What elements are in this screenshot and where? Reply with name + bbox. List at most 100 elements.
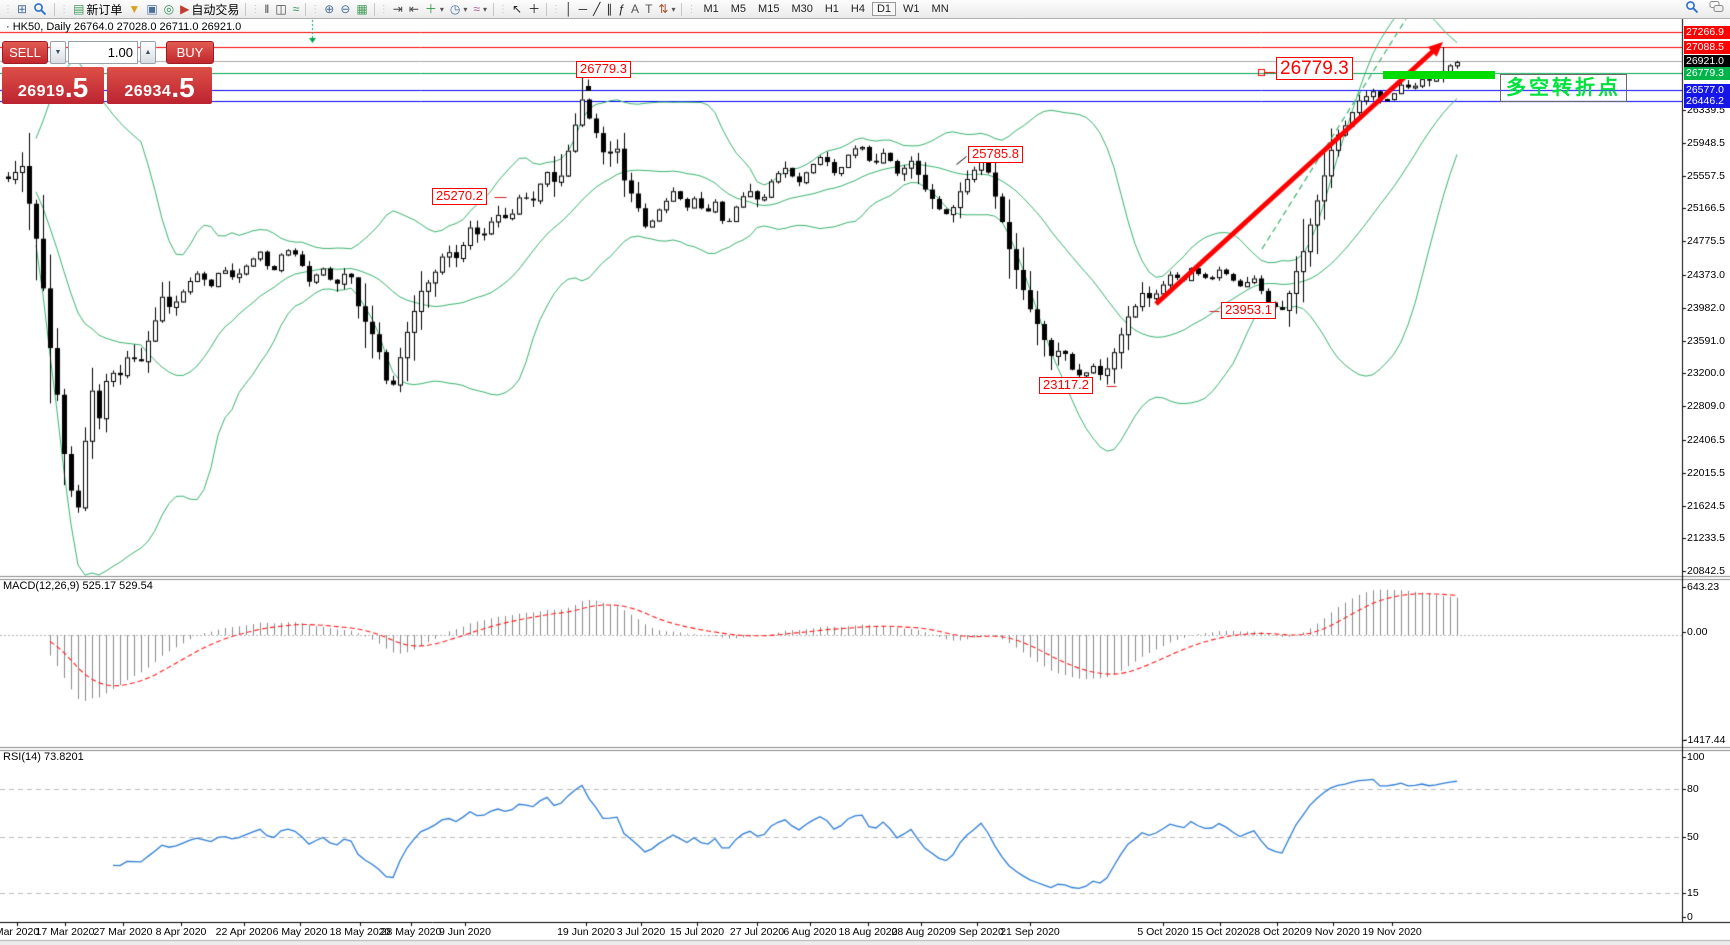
toolbar-separator bbox=[546, 2, 548, 16]
terminal-icon[interactable]: ▣ bbox=[143, 1, 160, 18]
add-chart-icon[interactable]: ＋ ▾ bbox=[422, 1, 447, 18]
buy-button[interactable]: BUY bbox=[166, 41, 214, 64]
buy-price[interactable]: 26934.5 bbox=[107, 67, 212, 104]
price-annotation[interactable]: 26779.3 bbox=[576, 61, 631, 78]
price-axis-tick: 22015.5 bbox=[1687, 466, 1725, 479]
vertical-line-icon[interactable]: │ bbox=[562, 1, 576, 18]
toolbar-right-icons bbox=[1685, 0, 1724, 19]
price-axis-tick: 23982.0 bbox=[1687, 301, 1725, 314]
date-axis-label: 28 May 2020 bbox=[380, 926, 442, 938]
lot-size-input[interactable] bbox=[68, 41, 138, 64]
period-icon[interactable]: ◷ ▾ bbox=[447, 1, 471, 18]
auto-trading-button-label: 自动交易 bbox=[191, 2, 240, 17]
horizontal-line-icon[interactable]: ─ bbox=[576, 1, 591, 18]
macd-axis-tick: 0.00 bbox=[1687, 626, 1708, 638]
timeframe-button-mn[interactable]: MN bbox=[931, 3, 949, 15]
crosshair-icon: ＋ bbox=[528, 2, 541, 16]
price-badge: 26446.2 bbox=[1684, 95, 1730, 108]
rsi-axis-tick: 0 bbox=[1687, 911, 1693, 923]
tile-windows-icon[interactable]: ▦ bbox=[353, 1, 370, 18]
timeframe-button-h1[interactable]: H1 bbox=[824, 3, 839, 15]
timeframe-button-d1[interactable]: D1 bbox=[871, 2, 897, 16]
channel-icon[interactable]: ∥ bbox=[603, 1, 615, 18]
lot-increase-button[interactable]: ▲ bbox=[140, 41, 156, 64]
date-axis-label: 9 Jun 2020 bbox=[439, 926, 491, 938]
indicators-icon[interactable]: ≈ ▾ bbox=[470, 1, 490, 18]
timeframe-button-m15[interactable]: M15 bbox=[758, 3, 780, 15]
trendline-icon: ╱ bbox=[593, 2, 601, 16]
text-icon[interactable]: A bbox=[628, 1, 642, 18]
price-badge: 27266.9 bbox=[1684, 26, 1730, 39]
bar-chart-icon[interactable]: ‖ bbox=[261, 1, 272, 18]
toolbar-grip: ⋮ bbox=[551, 3, 562, 15]
date-axis-label: 22 Apr 2020 bbox=[215, 926, 273, 938]
price-annotation[interactable]: 25785.8 bbox=[968, 146, 1023, 163]
timeframe-button-w1[interactable]: W1 bbox=[903, 3, 920, 15]
timeframe-button-h4[interactable]: H4 bbox=[850, 3, 865, 15]
crosshair-icon[interactable]: ＋ bbox=[525, 1, 543, 18]
timeframe-button-m1[interactable]: M1 bbox=[703, 3, 719, 15]
date-axis-label: 19 Jun 2020 bbox=[557, 926, 615, 938]
search-icon[interactable] bbox=[1685, 0, 1700, 19]
dropdown-caret-icon[interactable]: ▾ bbox=[463, 4, 468, 14]
toolbar-separator bbox=[681, 2, 683, 16]
cursor-icon[interactable]: ↖ bbox=[509, 1, 525, 18]
price-annotation[interactable]: 26779.3 bbox=[1276, 57, 1353, 81]
dropdown-caret-icon[interactable]: ▾ bbox=[671, 4, 676, 14]
zoom-out-icon: ⊖ bbox=[340, 2, 351, 16]
new-chart-icon: ⊞ bbox=[17, 2, 28, 16]
tile-windows-icon: ▦ bbox=[356, 2, 368, 16]
price-annotation[interactable]: 23953.1 bbox=[1221, 302, 1276, 319]
turning-point-label[interactable]: 多空转折点 bbox=[1500, 74, 1627, 102]
price-axis-tick: 21624.5 bbox=[1687, 499, 1725, 512]
new-order-button-label: 新订单 bbox=[86, 2, 123, 17]
sell-button[interactable]: SELL bbox=[2, 41, 48, 64]
dropdown-caret-icon[interactable]: ▾ bbox=[483, 4, 488, 14]
chart-preview-icon[interactable] bbox=[30, 1, 51, 18]
date-axis-label: 27 Mar 2020 bbox=[93, 926, 153, 938]
lot-decrease-button[interactable]: ▼ bbox=[50, 41, 66, 64]
rsi-axis-tick: 100 bbox=[1687, 751, 1705, 763]
trendline-icon[interactable]: ╱ bbox=[590, 1, 603, 18]
arrows-icon[interactable]: ⇅ ▾ bbox=[655, 1, 678, 18]
chart-shift-icon[interactable]: ⇤ bbox=[406, 1, 422, 18]
timeframe-button-m5[interactable]: M5 bbox=[730, 3, 747, 15]
line-chart-icon[interactable]: ≈ bbox=[290, 1, 303, 18]
one-click-trading-panel: SELL ▼ ▲ BUY 26919.5 26934.5 bbox=[2, 41, 216, 104]
date-axis-label: 18 Aug 2020 bbox=[838, 926, 898, 938]
zoom-out-icon[interactable]: ⊖ bbox=[337, 1, 353, 18]
dropdown-caret-icon[interactable]: ▾ bbox=[439, 4, 444, 14]
highlight-bar[interactable] bbox=[1383, 71, 1495, 79]
date-axis-label: 27 Jul 2020 bbox=[729, 926, 785, 938]
new-order-button[interactable]: ▤ 新订单 bbox=[70, 1, 125, 18]
history-center-icon: ▼ bbox=[128, 2, 141, 16]
auto-scroll-icon: ⇥ bbox=[392, 2, 403, 16]
bar-chart-icon: ‖ bbox=[264, 2, 270, 16]
text-icon: A bbox=[631, 2, 640, 16]
price-annotation[interactable]: 23117.2 bbox=[1039, 377, 1094, 394]
price-badge: 26577.0 bbox=[1684, 84, 1730, 97]
text-label-icon[interactable]: T bbox=[642, 1, 655, 18]
history-center-icon[interactable]: ▼ bbox=[125, 1, 143, 18]
chat-icon[interactable] bbox=[1709, 0, 1724, 19]
date-axis-label: 28 Aug 2020 bbox=[891, 926, 951, 938]
zoom-in-icon[interactable]: ⊕ bbox=[321, 1, 337, 18]
price-axis-tick: 20842.5 bbox=[1687, 565, 1725, 578]
price-annotation[interactable]: 25270.2 bbox=[432, 188, 487, 205]
auto-trading-button[interactable]: ▶ 自动交易 bbox=[177, 1, 242, 18]
new-chart-icon[interactable]: ⊞ bbox=[14, 1, 30, 18]
period-icon: ◷ bbox=[449, 2, 461, 16]
date-axis-label: 5 Oct 2020 bbox=[1137, 926, 1189, 938]
sell-price[interactable]: 26919.5 bbox=[2, 67, 104, 104]
toolbar-separator bbox=[305, 2, 307, 16]
toolbar-grip: ⋮ bbox=[686, 3, 697, 15]
candlestick-chart-icon[interactable]: ◫ bbox=[272, 1, 289, 18]
strategy-tester-icon[interactable]: ◎ bbox=[161, 1, 177, 18]
auto-scroll-icon[interactable]: ⇥ bbox=[390, 1, 406, 18]
toolbar-separator bbox=[245, 2, 247, 16]
timeframe-button-m30[interactable]: M30 bbox=[791, 3, 813, 15]
fibonacci-icon[interactable]: ƒ bbox=[615, 1, 628, 18]
indicators-icon: ≈ bbox=[473, 2, 481, 16]
price-badge: 26779.3 bbox=[1684, 67, 1730, 80]
